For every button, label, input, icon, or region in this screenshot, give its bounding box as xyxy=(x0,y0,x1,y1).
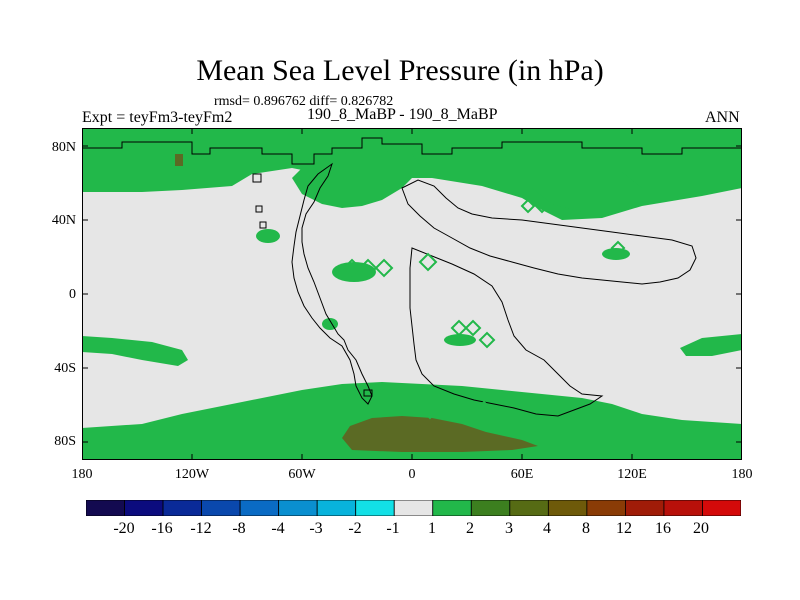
coastline-outlines xyxy=(82,137,742,417)
colorbar-label: 1 xyxy=(428,520,436,537)
colorbar-label: -3 xyxy=(309,520,323,537)
lat-label-0: 0 xyxy=(69,287,76,302)
indian-positive-patch xyxy=(444,334,476,346)
colorbar-swatch xyxy=(201,500,241,516)
colorbar-swatch xyxy=(625,500,665,516)
colorbar xyxy=(86,500,741,516)
colorbar-swatch xyxy=(124,500,164,516)
asia-positive-patch xyxy=(602,248,630,260)
map-title: Mean Sea Level Pressure (in hPa) xyxy=(196,54,604,87)
period-label: 190_8_MaBP - 190_8_MaBP xyxy=(307,106,498,123)
island-outline-1 xyxy=(252,173,262,183)
colorbar-swatch xyxy=(316,500,357,516)
axis-ticks xyxy=(82,128,742,460)
stats-text: rmsd= 0.896762 diff= 0.826782 xyxy=(214,94,394,109)
colorbar-swatch xyxy=(702,500,741,516)
lon-label-180w: 180 xyxy=(71,467,93,482)
colorbar-swatch xyxy=(86,500,125,516)
americas-coastline xyxy=(291,162,373,405)
siberia-positive-region xyxy=(522,162,642,212)
south-pacific-positive-lobe xyxy=(82,336,188,366)
lat-label-80s: 80S xyxy=(54,434,76,449)
lon-label-0: 0 xyxy=(408,467,416,482)
map-panel xyxy=(82,128,742,460)
island-outline-3 xyxy=(259,221,267,229)
colorbar-swatch xyxy=(355,500,395,516)
contour-hatching xyxy=(342,198,626,420)
lon-label-120e: 120E xyxy=(617,467,647,482)
colorbar-label: -1 xyxy=(386,520,400,537)
colorbar-swatch xyxy=(239,500,280,516)
antarctic-strong-positive-region xyxy=(342,416,538,452)
colorbar-label: 4 xyxy=(543,520,551,537)
colorbar-label: 2 xyxy=(466,520,474,537)
pacific-positive-patch xyxy=(256,229,280,243)
colorbar-swatch xyxy=(663,500,703,516)
colorbar-swatch xyxy=(586,500,626,516)
africa-coastline xyxy=(409,247,604,417)
colorbar-label: 8 xyxy=(582,520,590,537)
lon-label-60w: 60W xyxy=(288,467,316,482)
colorbar-label: 12 xyxy=(616,520,632,537)
colorbar-swatch xyxy=(278,500,318,516)
colorbar-label: 20 xyxy=(693,520,709,537)
island-outline-4 xyxy=(363,389,373,397)
colorbar-label: -8 xyxy=(232,520,246,537)
eurasia-coastline xyxy=(401,179,697,285)
south-indian-positive-lobe xyxy=(680,334,742,356)
atlantic-positive-patch xyxy=(332,262,376,282)
lat-label-80n: 80N xyxy=(51,140,76,155)
experiment-label: Expt = teyFm3-teyFm2 xyxy=(82,109,233,126)
colorbar-swatch xyxy=(470,500,511,516)
season-label: ANN xyxy=(705,109,740,126)
lon-label-180e: 180 xyxy=(731,467,753,482)
arctic-positive-lobe xyxy=(292,150,422,208)
lat-label-40n: 40N xyxy=(51,213,76,228)
hatch-north-atlantic xyxy=(342,252,438,278)
hatch-southern xyxy=(420,400,494,420)
colorbar-swatch xyxy=(432,500,472,516)
colorbar-label: -2 xyxy=(348,520,362,537)
colorbar-label: -4 xyxy=(271,520,285,537)
colorbar-swatch xyxy=(509,500,549,516)
hatch-asia xyxy=(520,198,626,256)
lon-label-120w: 120W xyxy=(174,467,210,482)
arctic-strong-positive-notch xyxy=(175,154,183,166)
lon-label-60e: 60E xyxy=(510,467,534,482)
colorbar-swatch xyxy=(547,500,588,516)
colorbar-swatch xyxy=(162,500,202,516)
colorbar-swatch xyxy=(393,500,434,516)
colorbar-label: 16 xyxy=(655,520,671,537)
colorbar-label: 3 xyxy=(505,520,513,537)
hatch-indian xyxy=(450,319,496,349)
colorbar-label: -20 xyxy=(113,520,135,537)
arctic-coastline xyxy=(82,137,742,165)
lat-label-40s: 40S xyxy=(54,361,76,376)
colorbar-label: -12 xyxy=(190,520,212,537)
colorbar-label: -16 xyxy=(151,520,173,537)
island-outline-2 xyxy=(255,205,263,213)
